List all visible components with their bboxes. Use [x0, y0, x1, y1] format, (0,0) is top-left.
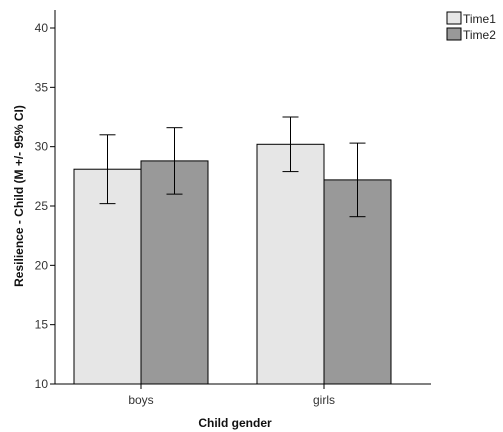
- error-bars-group: [99, 116, 366, 218]
- bars-group: [73, 143, 392, 385]
- y-tick-label: 15: [35, 318, 49, 332]
- y-tick-label: 10: [35, 377, 49, 391]
- x-tick-label-girls: girls: [313, 393, 335, 407]
- bar-boys-Time1: [73, 168, 142, 385]
- error-bar-boys-Time1: [99, 134, 116, 205]
- y-axis: 10 15 20 25 30 35 40: [35, 10, 56, 391]
- y-axis-title: Resilience - Child (M +/- 95% CI): [12, 105, 26, 287]
- y-tick-label: 25: [35, 199, 49, 213]
- legend: Time1 Time2: [446, 11, 496, 42]
- error-bar-boys-Time2: [166, 127, 183, 195]
- error-bar-girls-Time1: [282, 116, 299, 173]
- y-tick-label: 40: [35, 21, 49, 35]
- x-tick-label-boys: boys: [128, 393, 153, 407]
- legend-label-Time1: Time1: [463, 12, 496, 26]
- x-axis-title: Child gender: [198, 416, 272, 430]
- error-bar-girls-Time2: [349, 142, 366, 218]
- legend-swatch-Time2: [446, 27, 462, 41]
- legend-label-Time2: Time2: [463, 28, 496, 42]
- y-tick-label: 20: [35, 258, 49, 272]
- y-tick-label: 30: [35, 140, 49, 154]
- y-tick-label: 35: [35, 80, 49, 94]
- legend-swatch-Time1: [446, 11, 462, 25]
- x-axis: boys girls: [55, 383, 431, 407]
- bar-girls-Time1: [256, 143, 325, 385]
- bar-boys-Time2: [140, 160, 209, 385]
